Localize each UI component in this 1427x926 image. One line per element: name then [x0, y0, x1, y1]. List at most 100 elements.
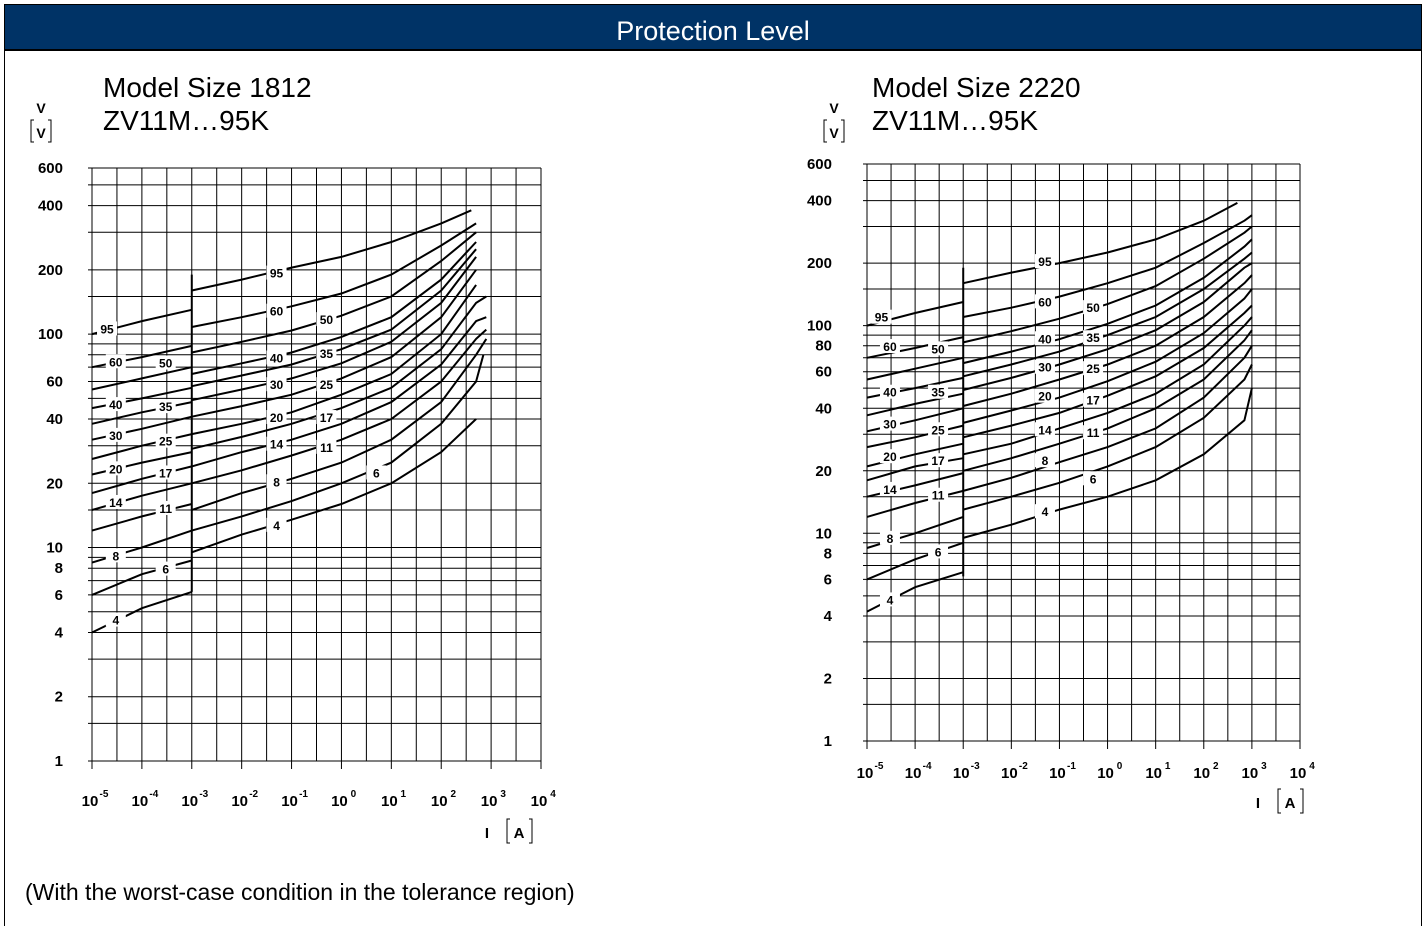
series-line [191, 231, 477, 354]
x-tick-label: 10 [331, 793, 348, 810]
curve-label: 95 [1038, 255, 1052, 269]
curve-label: 8 [273, 475, 280, 489]
x-tick-exponent: 2 [1213, 761, 1219, 772]
series-line [91, 465, 193, 495]
curve-label-bg [155, 355, 176, 370]
curve-label: 6 [373, 466, 380, 480]
x-tick-exponent: -5 [100, 789, 109, 800]
curve-label-bg [155, 561, 176, 576]
y-axis-label: V [36, 100, 46, 116]
curve-label-bg [316, 410, 337, 425]
series-line [191, 418, 477, 554]
curve-label: 20 [270, 411, 284, 425]
curve-label: 4 [273, 519, 280, 533]
curve-label: 40 [270, 352, 284, 366]
x-tick-label: 10 [181, 793, 198, 810]
x-tick-exponent: -3 [199, 789, 208, 800]
curve-label-bg [105, 427, 126, 442]
series-line [866, 424, 964, 449]
curve-label-bg [1034, 453, 1055, 468]
y-tick-label: 2 [824, 670, 832, 687]
curve-label: 11 [1087, 426, 1100, 440]
curve-label-bg [366, 465, 387, 480]
series-line [866, 457, 964, 482]
curve-label-bg [1034, 422, 1055, 437]
x-axis-unit: A [1285, 795, 1296, 812]
series-line [866, 336, 964, 359]
curve-label: 60 [109, 355, 123, 369]
y-tick-label: 10 [46, 540, 63, 557]
y-unit-bracket [823, 119, 845, 143]
curve-label-bg [105, 494, 126, 509]
x-tick-label: 10 [905, 765, 922, 782]
curve-label-bg [266, 517, 287, 532]
curve-label-bg [266, 436, 287, 451]
curve-label: 17 [931, 454, 945, 468]
series-line [962, 262, 1253, 391]
x-tick-exponent: -5 [875, 761, 884, 772]
curve-label-bg [105, 548, 126, 563]
curve-label-bg [1083, 425, 1104, 440]
curve-label: 35 [931, 386, 945, 400]
page-frame [4, 4, 1422, 926]
curve-label-bg [928, 384, 949, 399]
x-tick-label: 10 [82, 793, 99, 810]
x-tick-exponent: -3 [971, 761, 980, 772]
curve-label: 11 [159, 502, 172, 516]
x-tick-label: 10 [431, 793, 448, 810]
curve-label-bg [155, 500, 176, 515]
y-tick-label: 4 [55, 624, 64, 641]
x-tick-label: 10 [1001, 765, 1018, 782]
curve-label: 40 [109, 398, 123, 412]
y-axis-unit: V [829, 125, 839, 141]
curve-label: 14 [270, 438, 284, 452]
y-tick-label: 20 [46, 475, 63, 492]
series-line [962, 202, 1238, 285]
series-line [191, 256, 477, 402]
curve-label-bg [316, 345, 337, 360]
y-tick-label: 8 [55, 560, 63, 577]
curve-label-bg [316, 377, 337, 392]
curve-label: 40 [883, 386, 897, 400]
curve-label: 60 [1038, 295, 1052, 309]
curve-label: 6 [162, 563, 169, 577]
series-line [962, 225, 1253, 344]
y-tick-label: 600 [38, 160, 63, 177]
curve-label-bg [879, 449, 900, 464]
curve-label: 95 [270, 267, 284, 281]
series-line [191, 222, 477, 328]
curve-label-bg [871, 309, 892, 324]
y-tick-label: 100 [807, 318, 832, 335]
x-tick-exponent: -2 [1019, 761, 1028, 772]
curve-label-bg [1083, 300, 1104, 315]
curve-label: 11 [932, 489, 945, 503]
x-tick-label: 10 [1145, 765, 1162, 782]
x-tick-label: 10 [381, 793, 398, 810]
series-line [962, 251, 1253, 378]
curve-label: 30 [883, 418, 897, 432]
curve-label-bg [266, 474, 287, 489]
curve-label-bg [266, 377, 287, 392]
x-tick-exponent: -1 [1067, 761, 1076, 772]
curve-label: 4 [887, 593, 894, 607]
y-tick-label: 6 [824, 571, 832, 588]
curve-label-bg [316, 312, 337, 327]
x-tick-exponent: -2 [249, 789, 258, 800]
x-tick-exponent: 0 [351, 789, 357, 800]
y-tick-label: 200 [807, 255, 832, 272]
series-line [962, 316, 1253, 456]
series-group [91, 209, 488, 634]
curve-label: 8 [1042, 454, 1049, 468]
series-group [866, 202, 1253, 613]
x-tick-exponent: -4 [149, 789, 158, 800]
curve-label: 20 [109, 462, 123, 476]
x-tick-label: 10 [132, 793, 149, 810]
curve-label-bg [316, 439, 337, 454]
x-tick-label: 10 [231, 793, 248, 810]
x-tick-label: 10 [481, 793, 498, 810]
x-tick-exponent: 1 [1165, 761, 1171, 772]
curve-label-bg [1083, 392, 1104, 407]
curve-label-bg [879, 592, 900, 607]
